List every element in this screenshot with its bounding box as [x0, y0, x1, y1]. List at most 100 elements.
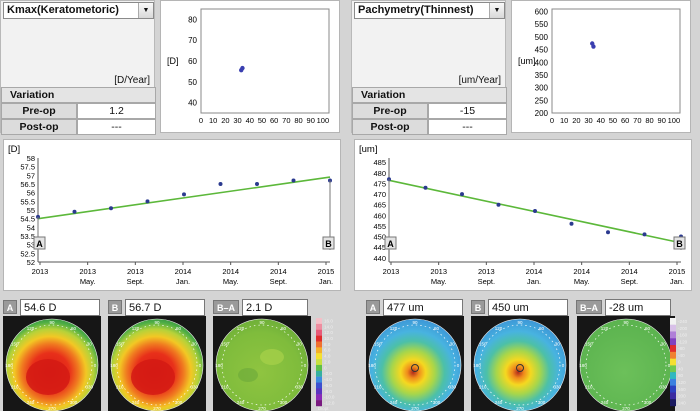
angle-label: 30 [297, 342, 303, 347]
y-axis-label: [D] [167, 56, 179, 66]
scale-label: 10.0 [324, 336, 333, 341]
chevron-down-icon[interactable]: ▼ [138, 3, 153, 18]
map-value: 450 um [488, 299, 568, 316]
y-tick-label: 455 [373, 222, 386, 231]
angle-label: 0 [304, 363, 307, 368]
left-trend-chart: [D] 58 57.5 57 56.5 56 55.5 55 54.5 54 53.5 53 52.5 5… [3, 139, 341, 291]
y-axis-label: [um] [359, 144, 377, 155]
left-parameter-dropdown[interactable]: Kmax(Keratometoric) ▼ [3, 2, 154, 19]
x-tick-year: 2014 [175, 267, 192, 276]
angle-label: 30 [192, 342, 198, 347]
left-postop-row: Post-op --- [1, 119, 156, 135]
scale-label: 40 [678, 366, 684, 371]
y-tick-label: 465 [373, 201, 386, 210]
angle-label: 60 [281, 326, 287, 331]
scale-label: 160 [678, 387, 686, 392]
x-tick-year: 2013 [383, 267, 400, 276]
plot-area [551, 8, 681, 114]
angle-label: 0 [668, 363, 671, 368]
marker-a-box [384, 236, 397, 250]
y-tick-label: 250 [535, 96, 549, 105]
scale-swatch [670, 399, 676, 407]
scale-swatch [670, 318, 676, 325]
x-tick-label: 10 [560, 116, 568, 125]
angle-label: 60 [71, 326, 77, 331]
right-summary-panel: Pachymetry(Thinnest) ▼ [um/Year] Variati… [351, 0, 507, 135]
angle-label: 180 [110, 363, 118, 368]
scale-label: -8.0 [324, 389, 332, 394]
y-tick-label: 550 [535, 20, 549, 29]
scale-label: -12.0 [324, 401, 335, 406]
angle-label: 180 [215, 363, 223, 368]
scale-swatch [670, 385, 676, 393]
scale-swatch [316, 388, 322, 395]
data-segment [239, 67, 244, 71]
angle-label: 240 [601, 400, 609, 405]
trend-line [37, 176, 331, 220]
chevron-down-icon[interactable]: ▼ [489, 3, 504, 18]
angle-label: 120 [27, 326, 35, 331]
scale-label: 16.0 [324, 318, 333, 323]
angle-label: 210 [585, 385, 593, 390]
angle-label: 90 [259, 320, 265, 325]
angle-label: 30 [661, 342, 667, 347]
y-tick-label: 54.5 [20, 215, 35, 224]
y-tick-label: 52 [27, 258, 35, 267]
y-tick-label: 57.5 [20, 163, 35, 172]
scale-label: 0 [678, 360, 681, 365]
map-tag: A [366, 300, 380, 314]
x-tick-label: 60 [270, 116, 278, 125]
data-segment [590, 42, 595, 48]
scale-swatch [316, 370, 322, 377]
map-tag: B [108, 300, 122, 314]
angle-label: 150 [374, 342, 382, 347]
angle-label: 180 [473, 363, 481, 368]
y-tick-label: 440 [373, 254, 386, 263]
x-tick-year: 2015 [669, 267, 686, 276]
y-tick-label: 70 [188, 36, 197, 45]
angle-label: 330 [553, 385, 561, 390]
right-preop-row: Pre-op -15 [352, 103, 507, 119]
angle-label: 180 [368, 363, 376, 368]
y-tick-label: 500 [535, 33, 549, 42]
x-tick-label: 50 [609, 116, 617, 125]
scale-label: 240 [678, 400, 686, 405]
x-tick-label: 100 [668, 116, 681, 125]
x-tick-month: Sept. [621, 277, 639, 286]
marker-a-label: A [387, 239, 394, 249]
angle-label: 90 [517, 320, 523, 325]
data-point [642, 232, 647, 237]
topography-map [215, 318, 309, 411]
scale-label: -160 [678, 333, 688, 338]
angle-label: 300 [175, 400, 183, 405]
angle-label: 270 [516, 406, 524, 411]
y-tick-label: 60 [188, 57, 197, 66]
y-tick-label: 55.5 [20, 197, 35, 206]
difference-patch [238, 368, 258, 382]
left-variation-title: Variation [1, 87, 156, 103]
scale-label: 14.0 [324, 324, 333, 329]
x-tick-month: May. [574, 277, 590, 286]
angle-label: 300 [538, 400, 546, 405]
y-tick-label: 53.5 [20, 232, 35, 241]
y-tick-label: 400 [535, 58, 549, 67]
map-b-left-header: B 56.7 D [108, 299, 208, 316]
degree-ring [11, 324, 93, 406]
x-tick-year: 2014 [621, 267, 638, 276]
right-parameter-dropdown[interactable]: Pachymetry(Thinnest) ▼ [354, 2, 505, 19]
x-tick-month: May. [80, 277, 96, 286]
angle-label: 0 [562, 363, 565, 368]
scale-swatch [316, 382, 322, 389]
x-tick-year: 2014 [526, 267, 543, 276]
x-tick-year: 2013 [430, 267, 447, 276]
variation-title-text: Variation [361, 89, 406, 101]
angle-label: 0 [199, 363, 202, 368]
angle-label: 120 [390, 326, 398, 331]
angle-label: 90 [49, 320, 55, 325]
data-point [109, 206, 113, 211]
x-tick-label: 80 [645, 116, 653, 125]
variation-title-text: Variation [10, 89, 55, 101]
angle-label: 270 [258, 406, 266, 411]
